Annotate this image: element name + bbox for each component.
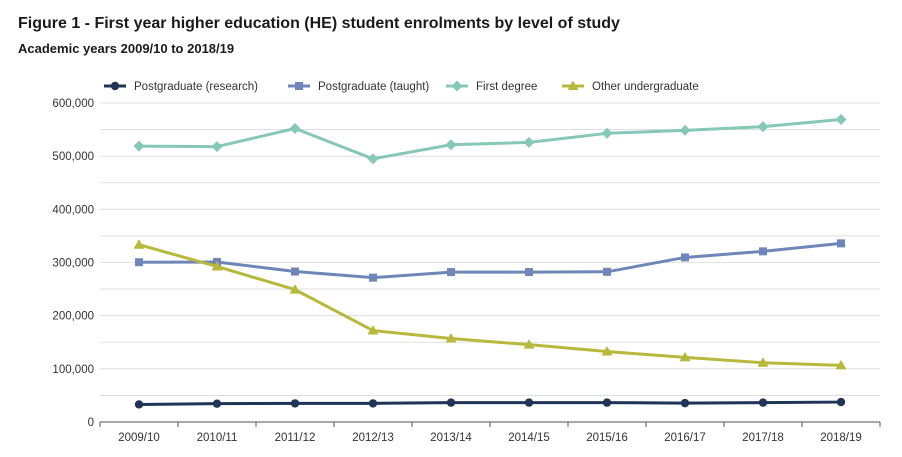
- data-point-other-undergraduate: [289, 284, 301, 294]
- data-point-postgraduate-taught: [291, 267, 299, 276]
- y-tick-label: 300,000: [52, 258, 94, 270]
- series-line-postgraduate-taught: [138, 241, 842, 280]
- data-point-postgraduate-research: [212, 399, 222, 408]
- data-point-postgraduate-research: [368, 399, 378, 408]
- x-tick-label: 2018/19: [820, 432, 862, 444]
- y-tick-label: 400,000: [52, 204, 94, 216]
- data-point-first-degree: [757, 121, 769, 133]
- x-tick-label: 2009/10: [118, 432, 160, 444]
- data-point-other-undergraduate: [679, 351, 691, 362]
- y-tick-label: 600,000: [52, 98, 94, 110]
- chart-subtitle: Academic years 2009/10 to 2018/19: [18, 41, 235, 56]
- data-point-postgraduate-taught: [369, 273, 377, 282]
- data-point-postgraduate-research: [290, 399, 300, 408]
- series-line-first-degree: [138, 117, 842, 161]
- y-tick-label: 200,000: [52, 311, 94, 323]
- y-tick-label: 100,000: [52, 364, 94, 376]
- data-point-other-undergraduate: [133, 239, 145, 249]
- data-point-first-degree: [523, 136, 535, 148]
- data-point-first-degree: [835, 113, 847, 125]
- data-point-postgraduate-taught: [525, 268, 533, 277]
- legend-label-postgraduate-research: Postgraduate (research): [134, 81, 258, 93]
- data-point-other-undergraduate: [445, 333, 457, 343]
- data-point-first-degree: [133, 140, 145, 152]
- data-point-first-degree: [445, 139, 457, 151]
- legend-marker-postgraduate-taught: [295, 82, 303, 90]
- y-tick-label: 0: [88, 417, 94, 429]
- x-tick-label: 2016/17: [664, 432, 706, 444]
- legend-marker-first-degree: [451, 80, 463, 92]
- legend-label-postgraduate-taught: Postgraduate (taught): [318, 81, 429, 93]
- data-point-postgraduate-taught: [603, 267, 611, 276]
- data-point-first-degree: [601, 127, 613, 139]
- data-point-postgraduate-taught: [135, 258, 143, 267]
- series-line-other-undergraduate: [138, 243, 842, 367]
- x-tick-label: 2012/13: [352, 432, 394, 444]
- data-point-first-degree: [289, 123, 301, 135]
- data-point-first-degree: [367, 153, 379, 165]
- data-point-other-undergraduate: [367, 325, 379, 335]
- data-point-postgraduate-research: [524, 398, 534, 407]
- legend-label-other-undergraduate: Other undergraduate: [592, 81, 699, 93]
- chart-title: Figure 1 - First year higher education (…: [18, 15, 620, 32]
- data-point-postgraduate-research: [134, 400, 144, 409]
- x-tick-label: 2011/12: [275, 432, 316, 444]
- data-point-other-undergraduate: [211, 260, 223, 271]
- x-tick-label: 2015/16: [586, 432, 628, 444]
- data-point-postgraduate-research: [680, 398, 690, 408]
- series-line-postgraduate-research: [138, 400, 842, 406]
- legend-marker-postgraduate-research: [110, 81, 120, 91]
- data-point-other-undergraduate: [757, 357, 769, 367]
- x-tick-label: 2013/14: [430, 432, 472, 444]
- data-point-first-degree: [211, 141, 223, 153]
- data-point-postgraduate-taught: [837, 239, 845, 248]
- data-point-other-undergraduate: [835, 359, 847, 370]
- x-tick-label: 2010/11: [197, 432, 238, 444]
- data-point-postgraduate-taught: [759, 247, 767, 256]
- data-point-first-degree: [679, 124, 691, 136]
- data-point-postgraduate-research: [602, 398, 612, 407]
- legend-marker-other-undergraduate: [567, 80, 579, 90]
- x-tick-label: 2017/18: [742, 432, 784, 444]
- legend-label-first-degree: First degree: [476, 81, 537, 93]
- data-point-postgraduate-taught: [681, 253, 689, 262]
- data-point-postgraduate-research: [836, 397, 846, 407]
- data-point-postgraduate-research: [446, 398, 456, 407]
- data-point-postgraduate-research: [758, 398, 768, 407]
- data-point-other-undergraduate: [601, 346, 613, 356]
- data-point-other-undergraduate: [523, 339, 535, 349]
- data-point-postgraduate-taught: [447, 268, 455, 277]
- y-tick-label: 500,000: [52, 151, 94, 163]
- x-tick-label: 2014/15: [508, 432, 550, 444]
